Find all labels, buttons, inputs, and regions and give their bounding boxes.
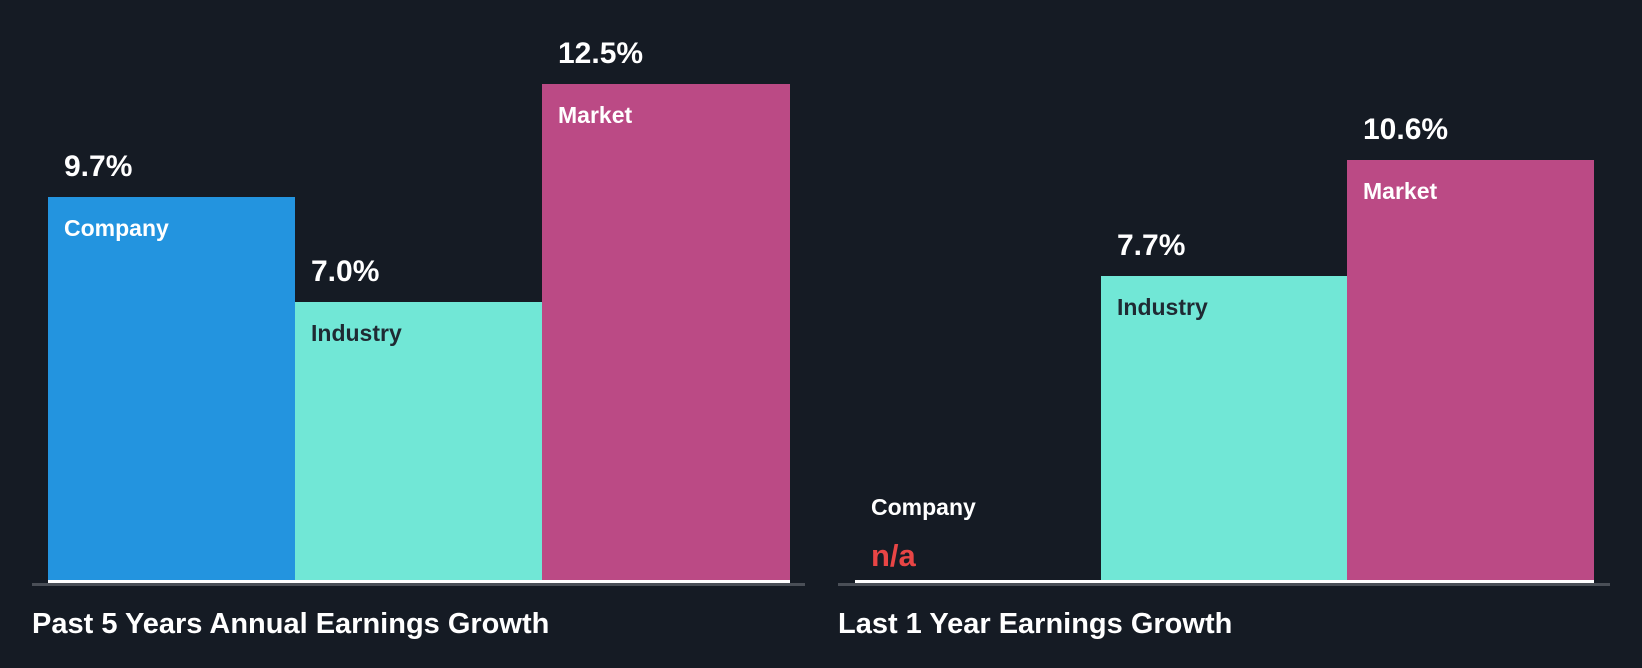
company-bar-label: Company [64,215,169,241]
past-5-years-chart: 9.7% Company 7.0% Industry 12.5% Market … [32,37,805,640]
market-value: 10.6% [1363,113,1449,146]
industry-value: 7.0% [311,255,380,288]
chart-title: Last 1 Year Earnings Growth [838,608,1233,640]
industry-bar: Industry [1101,276,1347,583]
industry-bar-label: Industry [1117,294,1208,320]
baseline [855,580,1594,583]
baseline [48,580,790,583]
industry-bar: Industry [295,302,542,583]
market-bar: Market [1347,160,1594,583]
industry-bar-label: Industry [311,320,402,346]
chart-title: Past 5 Years Annual Earnings Growth [32,608,550,640]
x-axis [838,583,1610,586]
industry-value: 7.7% [1117,229,1186,262]
last-1-year-chart: Company n/a 7.7% Industry 10.6% Market L… [821,0,1642,668]
market-bar: Market [542,84,790,583]
market-value: 12.5% [558,37,644,70]
market-bar-label: Market [1363,178,1438,204]
x-axis [32,583,805,586]
company-na-value: n/a [871,538,916,573]
market-bar-label: Market [558,102,633,128]
company-bar: Company [48,197,295,583]
company-label: Company [871,494,976,520]
company-value: 9.7% [64,150,133,183]
